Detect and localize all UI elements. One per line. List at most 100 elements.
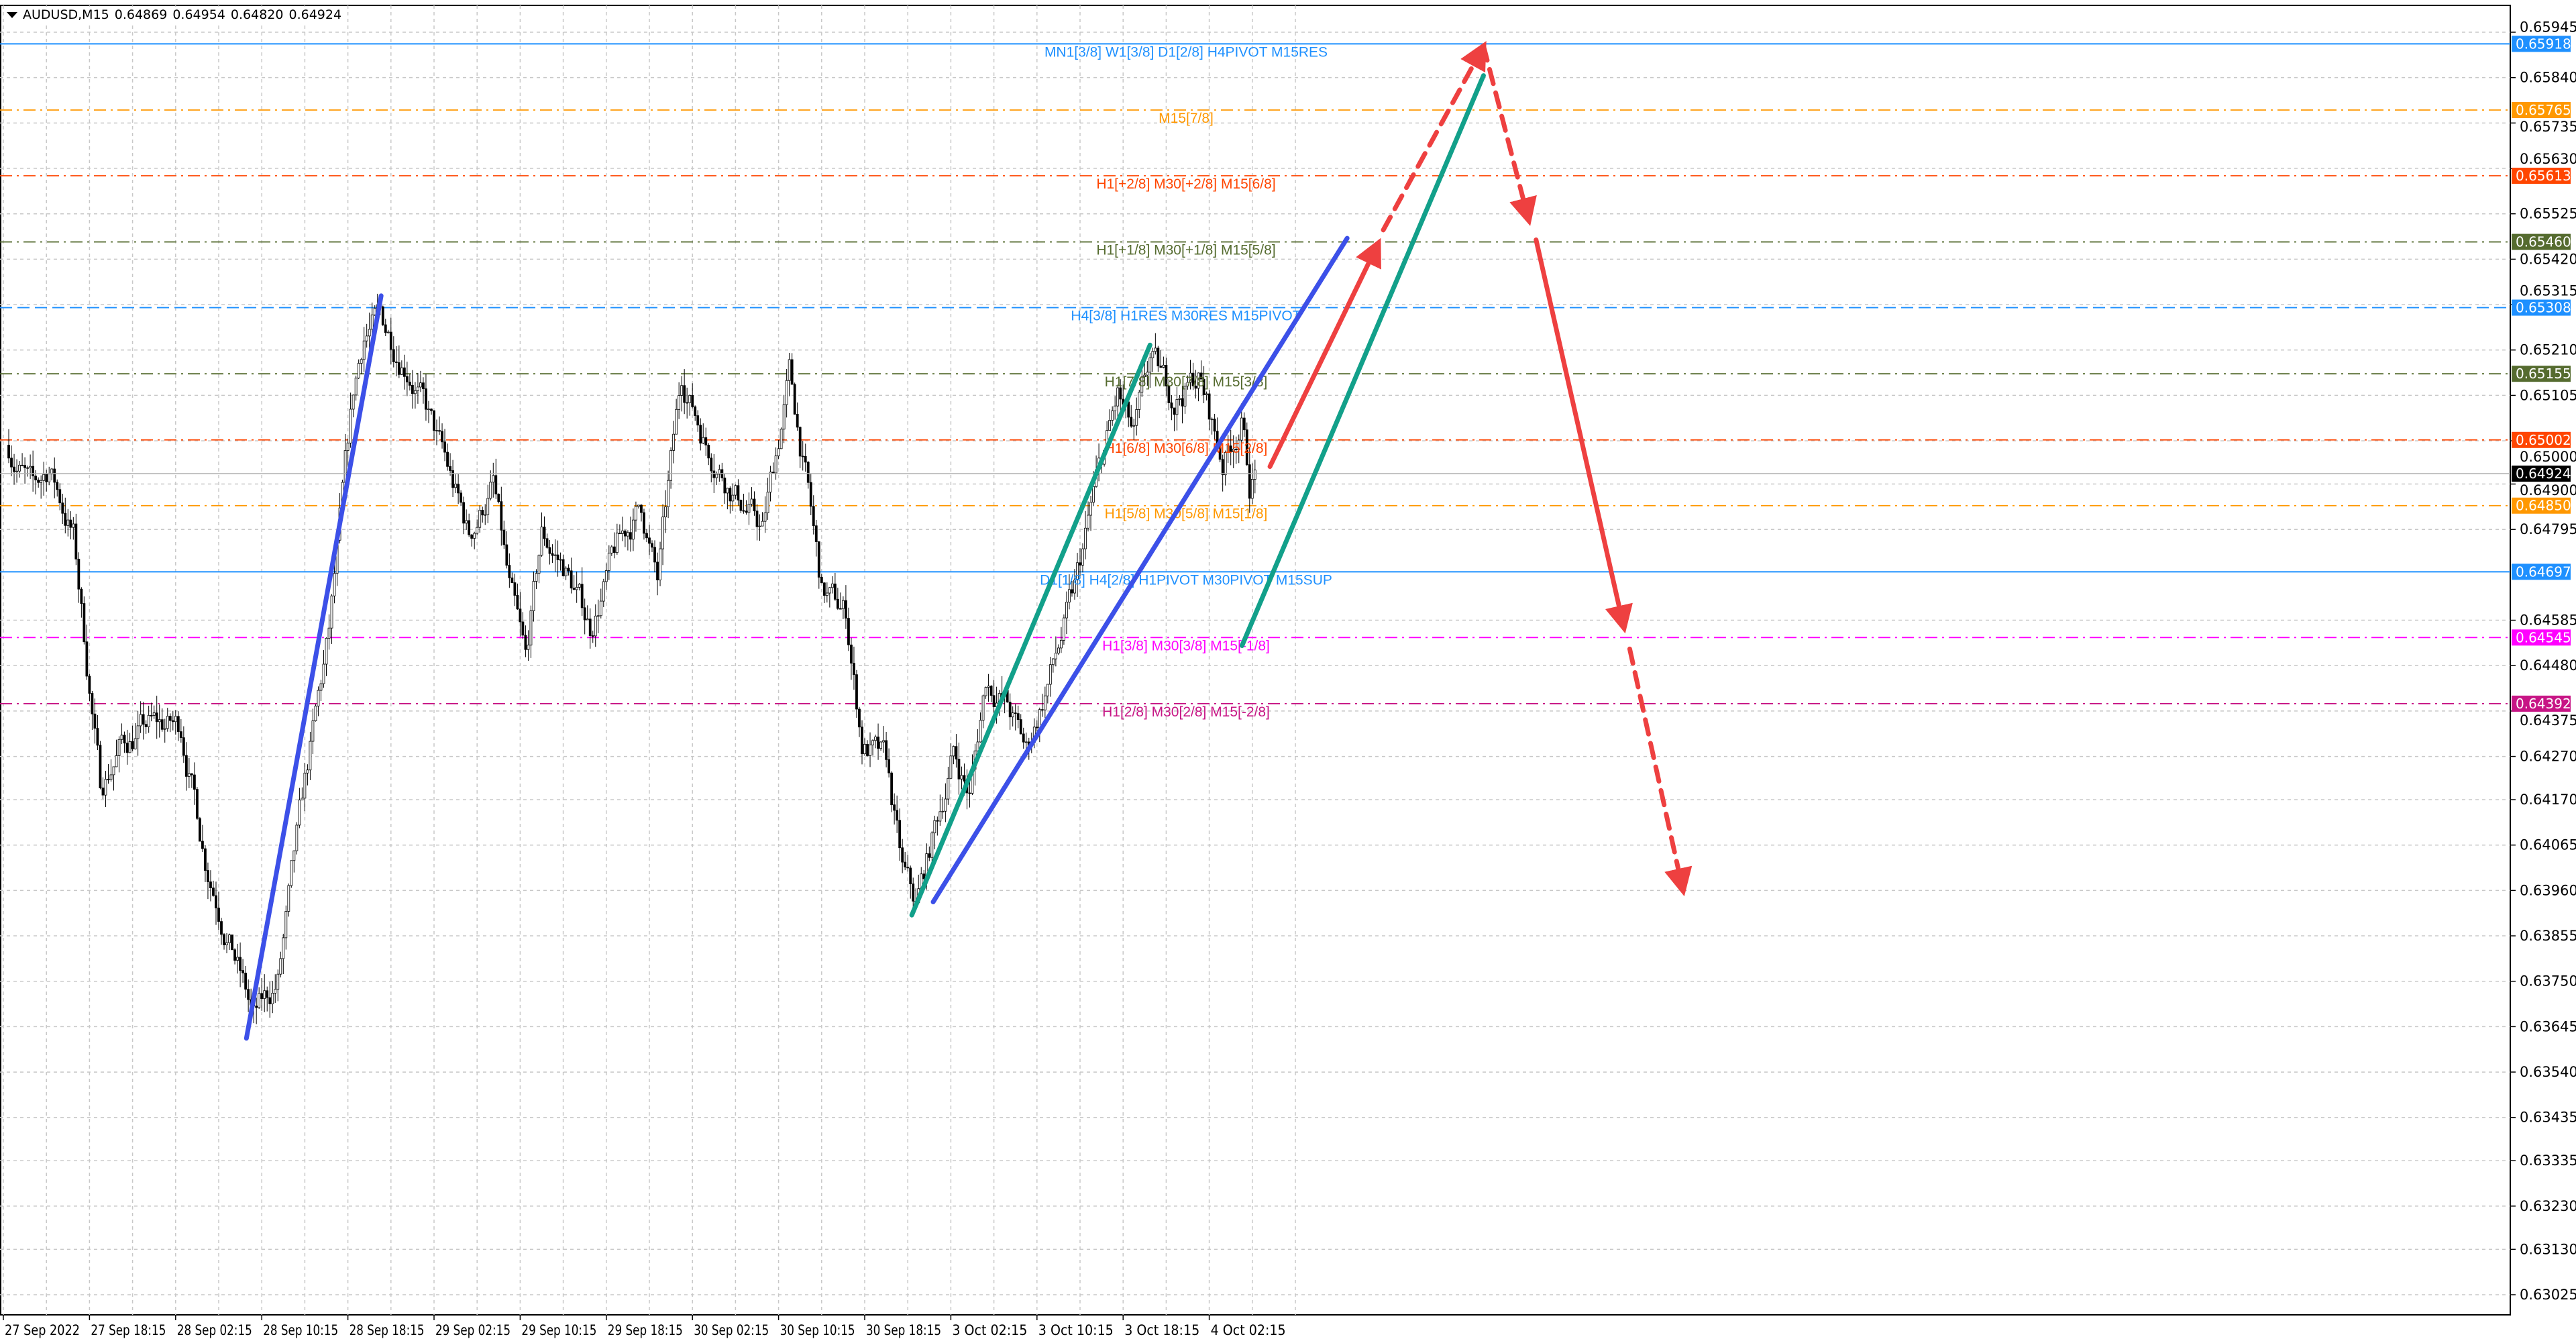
candle-bear: [505, 544, 508, 566]
candle-bull: [594, 615, 597, 637]
chart-header: AUDUSD,M15 0.64869 0.64954 0.64820 0.649…: [4, 7, 345, 23]
candle-bear: [123, 735, 126, 744]
candle-bull: [48, 474, 51, 482]
trendline-blue: [244, 293, 384, 1041]
candle-bull: [349, 409, 352, 443]
candle-bull: [66, 519, 70, 526]
candle-bear: [1167, 386, 1171, 403]
level-price-text: 0.64392: [2516, 696, 2571, 712]
candle-bear: [836, 598, 839, 609]
candle-bull: [1146, 372, 1149, 376]
candle-bear: [500, 501, 503, 531]
candle-bull: [327, 627, 331, 639]
candle-bear: [247, 989, 250, 1000]
candle-bull: [769, 472, 772, 493]
forecast-arrow-down-dashed: [1627, 646, 1693, 897]
candle-bear: [548, 547, 551, 554]
candle-bear: [904, 861, 907, 867]
candle-bear: [653, 547, 656, 563]
candle-bear: [69, 519, 72, 528]
candle-bull: [1151, 351, 1155, 358]
candle-bear: [168, 716, 172, 721]
level-label: H1[2/8] M30[2/8] M15[-2/8]: [1102, 704, 1270, 720]
candle-bull: [174, 716, 177, 722]
candle-bear: [694, 406, 697, 417]
candle-bull: [1132, 425, 1136, 427]
candle-bear: [1242, 417, 1246, 431]
candle-bull: [599, 600, 602, 617]
candle-bull: [136, 725, 140, 739]
level-label: H1[5/8] M30[5/8] M15[1/8]: [1105, 506, 1268, 522]
candle-bear: [771, 472, 775, 474]
x-tick-label: 28 Sep 02:15: [177, 1322, 252, 1338]
candle-bear: [1079, 562, 1081, 566]
candle-bear: [912, 883, 915, 902]
ohlc-close: 0.64924: [288, 7, 342, 22]
collapse-triangle-icon[interactable]: [7, 11, 17, 18]
candle-bear: [1221, 459, 1224, 476]
candle-bear: [790, 359, 794, 385]
candle-bull: [292, 850, 296, 861]
candle-bear: [989, 686, 993, 696]
candle-bull: [309, 741, 312, 771]
candle-bull: [1140, 376, 1144, 393]
candle-bear: [814, 525, 818, 542]
candle-bull: [750, 498, 753, 504]
candle-bear: [266, 990, 269, 998]
candle-bear: [481, 510, 484, 516]
candle-bear: [1218, 446, 1222, 460]
candle-bull: [1143, 374, 1146, 378]
candle-bull: [370, 314, 374, 330]
candle-bear: [457, 484, 460, 494]
candle-bear: [922, 873, 926, 879]
ohlc-high: 0.64954: [172, 7, 225, 22]
candle-bull: [187, 773, 191, 777]
candle-bull: [330, 595, 333, 629]
candle-bull: [1224, 452, 1227, 476]
candle-bear: [928, 853, 931, 858]
candle-bear: [155, 712, 158, 722]
candle-bull: [489, 482, 492, 499]
candle-bear: [80, 588, 83, 604]
candle-bull: [863, 744, 866, 755]
candle-bear: [430, 409, 433, 411]
level-price-text: 0.65918: [2516, 36, 2571, 52]
candles: [7, 293, 1256, 1024]
candle-bull: [984, 687, 987, 696]
trendline-blue: [930, 235, 1350, 905]
candle-bull: [104, 779, 107, 796]
candle-bear: [801, 456, 804, 458]
candle-bull: [882, 740, 885, 743]
candle-bull: [290, 860, 293, 886]
candle-bull: [1186, 382, 1189, 387]
candle-bear: [239, 957, 242, 971]
candle-bull: [529, 610, 533, 646]
candle-bear: [1022, 733, 1025, 743]
candle-bear: [241, 970, 245, 973]
candle-bull: [632, 519, 635, 540]
candle-bull: [702, 437, 705, 444]
candle-bear: [199, 818, 201, 842]
candle-bear: [176, 716, 180, 732]
candle-bull: [933, 820, 936, 834]
candle-bear: [441, 431, 443, 443]
y-tick-label: 0.63025: [2520, 1287, 2576, 1303]
candle-bear: [77, 558, 80, 590]
candle-bull: [311, 720, 315, 742]
current-price-text: 0.64924: [2516, 466, 2571, 482]
candle-bear: [53, 468, 56, 483]
candle-bear: [704, 437, 708, 445]
candle-bull: [295, 824, 299, 851]
candle-bull: [1253, 470, 1256, 480]
candle-bear: [45, 474, 48, 482]
current-price-badge: [2512, 466, 2571, 482]
candle-bull: [1065, 602, 1068, 619]
candle-bear: [231, 934, 233, 951]
candle-bull: [1063, 617, 1065, 641]
candle-bear: [101, 788, 105, 796]
candle-bear: [125, 743, 129, 753]
level-price-text: 0.65460: [2516, 234, 2571, 250]
candle-bear: [833, 583, 837, 600]
candle-bull: [1138, 392, 1141, 410]
